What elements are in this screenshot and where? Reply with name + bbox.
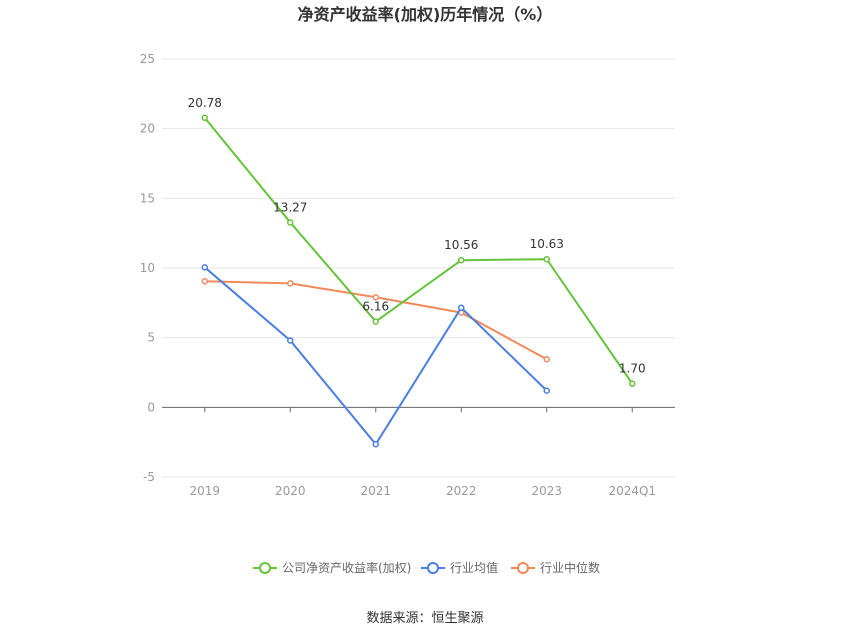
x-tick-label: 2023 — [531, 484, 562, 498]
y-tick-label: 10 — [140, 261, 155, 275]
data-label: 20.78 — [188, 96, 222, 110]
grid-lines — [162, 58, 675, 478]
x-tick-label: 2021 — [360, 484, 391, 498]
x-tick-label: 2020 — [275, 484, 306, 498]
y-axis: 25 20 15 10 5 0 -5 — [140, 52, 155, 484]
legend: 公司净资产收益率(加权) 行业均值 行业中位数 — [253, 560, 600, 575]
data-point — [201, 114, 208, 122]
data-label: 13.27 — [273, 200, 307, 214]
data-label: 1.70 — [619, 362, 646, 376]
legend-label: 行业中位数 — [540, 560, 600, 575]
y-tick-label: 0 — [147, 400, 155, 414]
data-point — [543, 255, 550, 263]
chart-title: 净资产收益率(加权)历年情况（%） — [298, 5, 553, 24]
data-label: 10.63 — [530, 237, 564, 251]
legend-marker — [427, 562, 439, 574]
data-point — [287, 219, 294, 226]
x-tick-label: 2022 — [446, 484, 477, 498]
legend-item[interactable]: 公司净资产收益率(加权) — [253, 560, 411, 575]
data-point — [372, 294, 379, 301]
series-line — [203, 117, 634, 385]
legend-label: 公司净资产收益率(加权) — [282, 560, 411, 575]
x-tick-label: 2019 — [189, 484, 220, 498]
source-note: 数据来源：恒生聚源 — [366, 611, 483, 626]
y-tick-label: -5 — [143, 470, 155, 484]
legend-label: 行业均值 — [450, 560, 498, 575]
data-point — [372, 318, 379, 325]
data-point — [287, 337, 294, 344]
data-label: 10.56 — [444, 238, 478, 252]
series-group: 20.78 13.27 6.16 10.56 10.63 1.70 — [188, 96, 646, 448]
x-axis: 2019 2020 2021 2022 2023 2024Q1 — [162, 406, 675, 498]
data-point — [458, 304, 465, 311]
data-point — [372, 441, 379, 448]
data-point — [287, 280, 294, 287]
series-0: 20.78 13.27 6.16 10.56 10.63 1.70 — [188, 96, 646, 387]
y-tick-label: 25 — [140, 52, 155, 66]
legend-item[interactable]: 行业均值 — [421, 560, 498, 575]
data-point — [458, 256, 465, 264]
data-point — [543, 387, 550, 394]
y-tick-label: 5 — [147, 331, 155, 345]
series-line — [204, 266, 548, 446]
data-label: 6.16 — [362, 300, 389, 314]
data-point — [201, 277, 208, 285]
legend-item[interactable]: 行业中位数 — [511, 560, 600, 575]
data-point — [629, 380, 636, 387]
legend-marker — [517, 562, 529, 574]
data-point — [543, 356, 550, 363]
y-tick-label: 20 — [140, 122, 155, 136]
x-tick-label: 2024Q1 — [608, 484, 656, 498]
series-2 — [201, 277, 550, 363]
legend-marker — [259, 562, 271, 574]
y-tick-label: 15 — [140, 191, 155, 205]
data-point — [201, 264, 208, 271]
series-1 — [201, 264, 550, 448]
